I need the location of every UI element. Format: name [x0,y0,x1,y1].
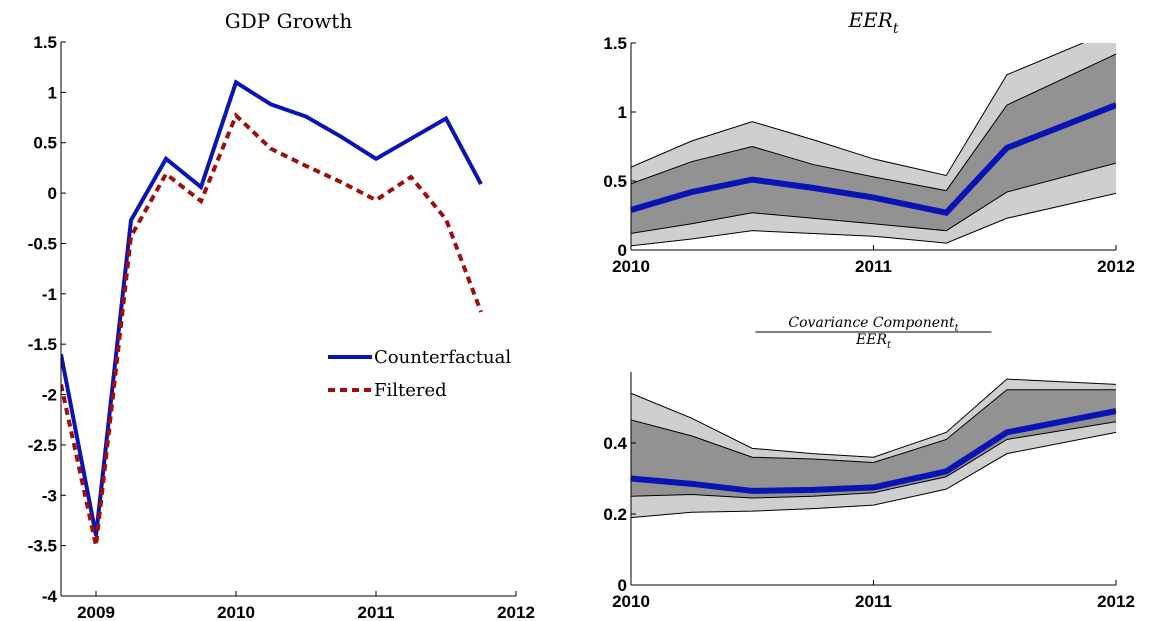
band-edge [631,43,1085,177]
legend-label: Filtered [374,380,447,401]
band-edge [631,431,1116,519]
title-numerator: Covariance Componentt [788,315,958,334]
x-tick-label: 2011 [358,603,395,621]
band [631,389,1116,499]
y-tick-label: 0.2 [603,505,627,524]
title-denominator: EERt [855,332,891,351]
y-tick-label: 0 [48,184,57,203]
y-tick-label: -4 [42,587,58,606]
y-tick-label: 0 [618,241,627,260]
y-tick-label: -3 [42,486,57,505]
chart-title: EERt [848,8,899,37]
x-tick-label: 2010 [612,592,650,611]
band-edge [631,421,1116,499]
band-edge [631,53,1116,192]
x-tick-label: 2010 [217,603,255,621]
y-tick-label: -1 [42,285,57,304]
y-tick-label: -1.5 [28,335,57,354]
y-tick-label: 1.5 [33,33,57,52]
chart-title-main: EER [848,8,893,32]
x-tick-label: 2009 [77,603,115,621]
chart-title: GDP Growth [225,9,353,33]
title-numerator-sub: t [955,323,959,334]
band-edge [631,389,1116,464]
series-line [631,408,1116,494]
y-tick-label: -0.5 [28,234,57,253]
y-tick-label: 0.5 [33,134,57,153]
y-tick-label: -2.5 [28,436,57,455]
title-numerator-main: Covariance Component [788,315,955,331]
plot-area [61,79,483,547]
x-tick-label: 2012 [1097,592,1135,611]
y-tick-label: 0.4 [603,434,627,453]
y-tick-label: 0.5 [603,172,627,191]
y-tick-label: 1 [48,83,57,102]
series-line [61,79,483,536]
x-tick-label: 2010 [612,257,650,276]
y-tick-label: 0 [618,576,627,595]
y-tick-label: 1.5 [603,34,627,53]
y-tick-label: -2 [42,386,57,405]
y-tick-label: -3.5 [28,537,57,556]
band-edge [631,162,1116,234]
legend-label: Counterfactual [374,347,511,368]
plot-area [631,43,1116,247]
plot-area [631,378,1116,519]
band-edge [631,192,1116,247]
series-line [631,102,1116,217]
band [631,54,1116,234]
chart-title-sub: t [893,21,899,37]
series-line [61,112,483,547]
x-tick-label: 2011 [855,592,892,611]
y-tick-label: 1 [618,103,627,122]
x-tick-label: 2012 [1097,257,1135,276]
band-edge [631,378,1116,458]
title-denominator-sub: t [887,340,891,351]
x-tick-label: 2012 [497,603,535,621]
title-denominator-main: EER [855,332,887,348]
x-tick-label: 2011 [855,257,892,276]
